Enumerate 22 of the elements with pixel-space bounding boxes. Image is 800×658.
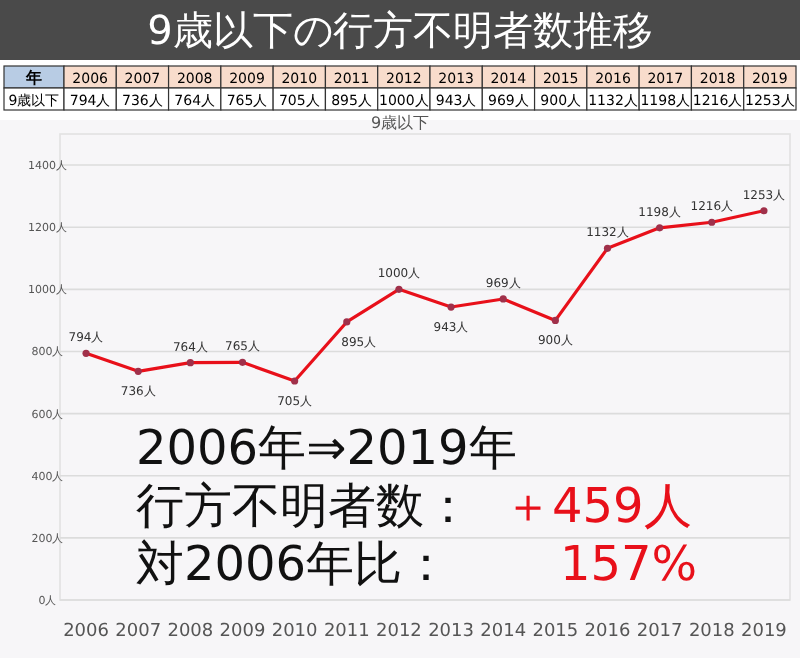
x-tick-label: 2010 (271, 622, 319, 642)
x-tick-label: 2016 (584, 622, 631, 642)
x-tick-label: 2007 (115, 622, 162, 642)
x-tick-label: 2017 (636, 622, 683, 642)
x-tick-label: 2013 (428, 622, 474, 642)
x-tick-label: 2008 (167, 622, 214, 642)
chart-subtitle: 9歳以下 (370, 114, 430, 132)
chart-title: 9歳以下の行方不明者数推移 (147, 6, 653, 54)
text: 年 (24, 69, 42, 87)
x-tick-label: 2014 (480, 622, 527, 642)
annotation: 対2006年比： (136, 536, 451, 592)
x-tick-label: 2012 (376, 622, 422, 642)
annotation: 行方不明者数： (136, 478, 472, 534)
x-tick-label: 2019 (741, 622, 788, 642)
x-tick-label: 2011 (323, 622, 370, 642)
x-tick-label: 2009 (219, 622, 266, 642)
annotation: 2006年⇒2019年 (136, 420, 517, 476)
x-tick-label: 2006 (63, 622, 110, 642)
annotation: ＋459人 (504, 478, 692, 534)
x-tick-label: 2018 (688, 622, 736, 642)
x-tick-label: 2015 (532, 622, 579, 642)
annotation: 157% (560, 536, 698, 592)
